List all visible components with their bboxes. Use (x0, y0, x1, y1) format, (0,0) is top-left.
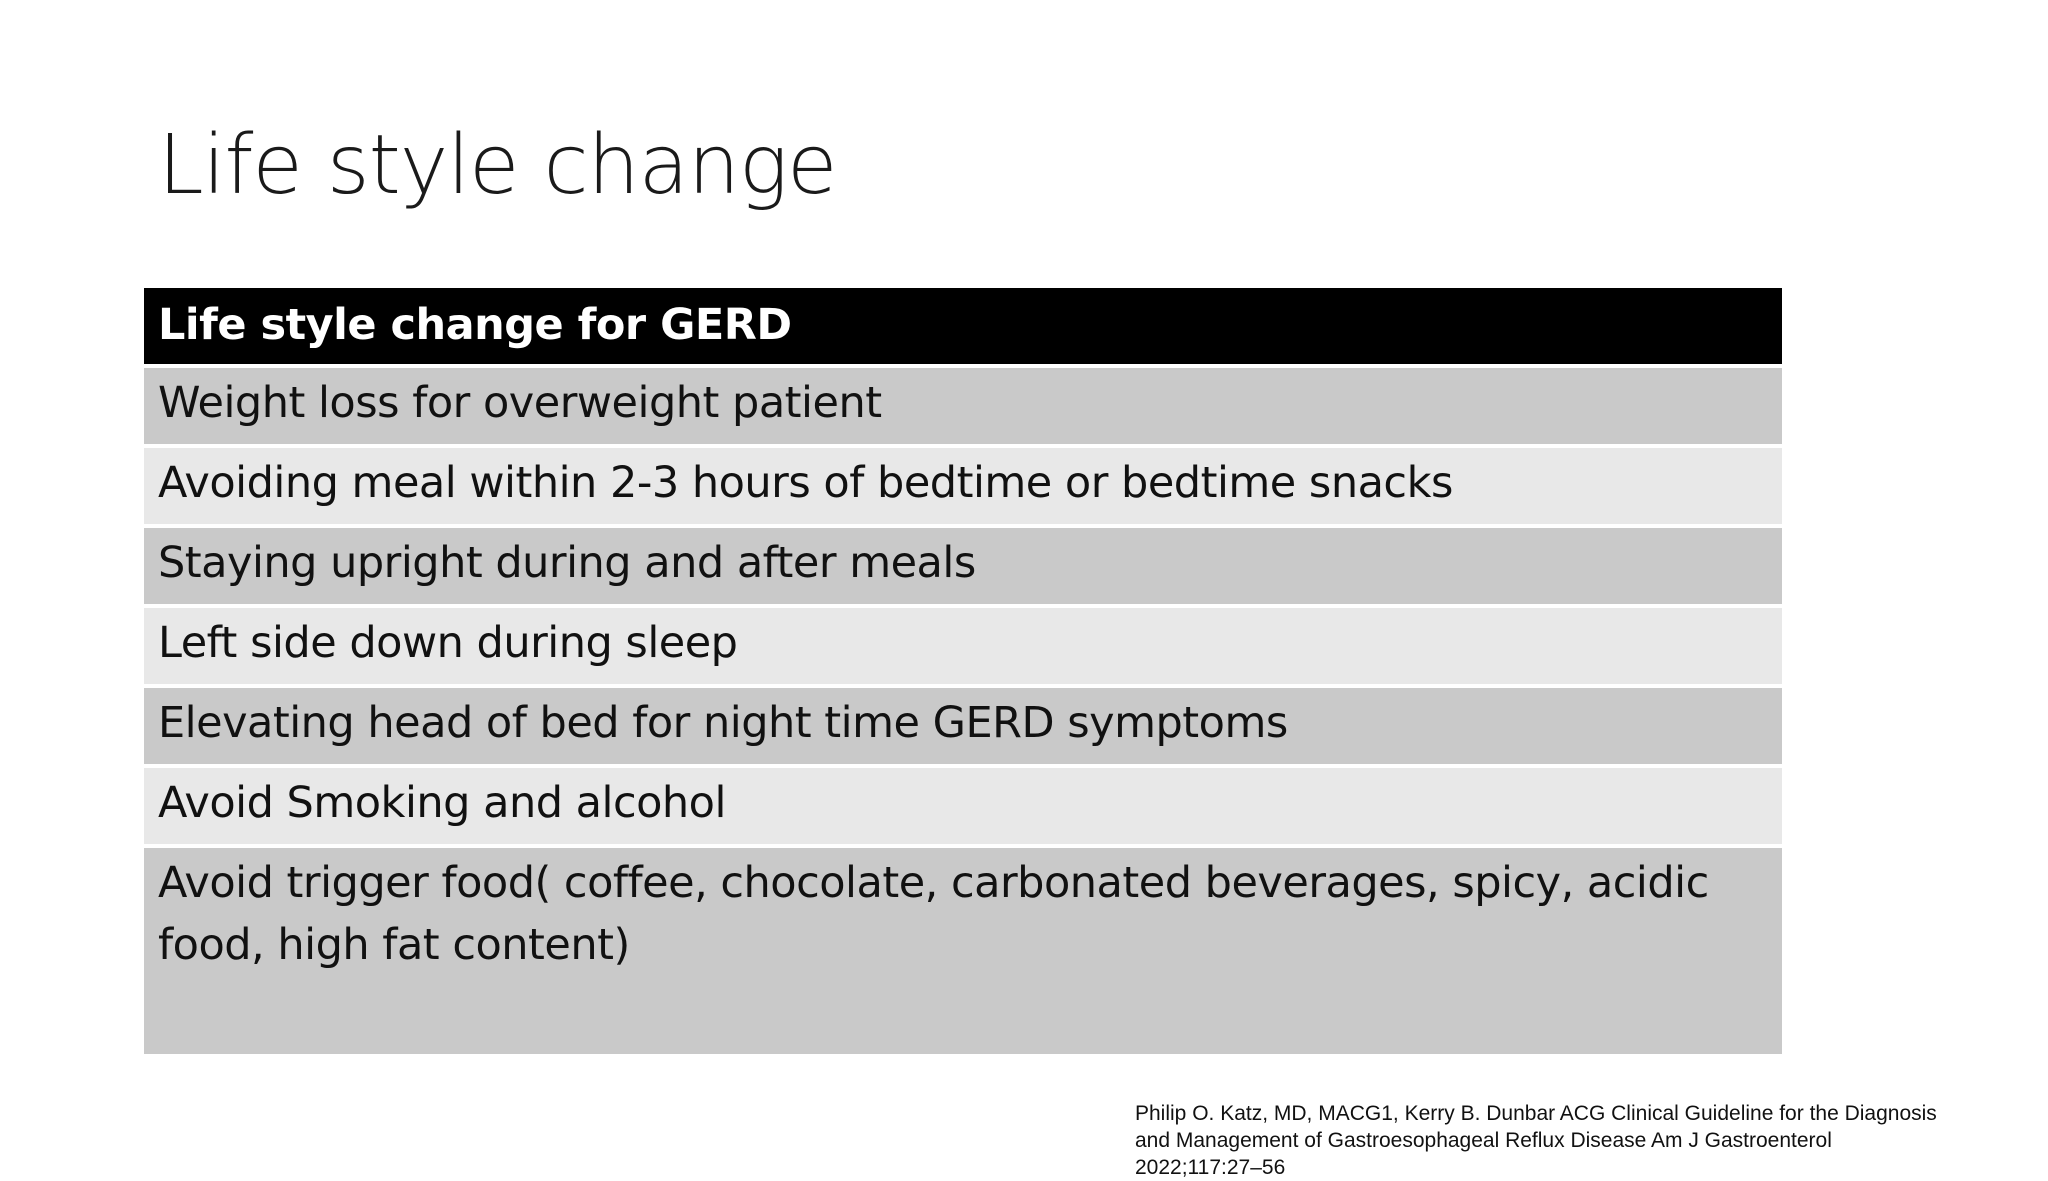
table-row: Avoid Smoking and alcohol (144, 768, 1782, 844)
table-row: Avoiding meal within 2-3 hours of bedtim… (144, 448, 1782, 524)
table-row: Avoid trigger food( coffee, chocolate, c… (144, 848, 1782, 1054)
table-row: Elevating head of bed for night time GER… (144, 688, 1782, 764)
citation: Philip O. Katz, MD, MACG1, Kerry B. Dunb… (1135, 1100, 1937, 1181)
citation-line: and Management of Gastroesophageal Reflu… (1135, 1129, 1832, 1152)
citation-line: 2022;117:27–56 (1135, 1156, 1286, 1179)
table-row: Left side down during sleep (144, 608, 1782, 684)
slide: Life style change Life style change for … (144, 118, 1937, 1179)
slide-title: Life style change (158, 118, 837, 213)
table-row: Staying upright during and after meals (144, 528, 1782, 604)
table: Life style change for GERD Weight loss f… (144, 288, 1782, 1058)
citation-line: Philip O. Katz, MD, MACG1, Kerry B. Dunb… (1135, 1102, 1937, 1125)
table-row: Weight loss for overweight patient (144, 368, 1782, 444)
table-header: Life style change for GERD (144, 288, 1782, 364)
